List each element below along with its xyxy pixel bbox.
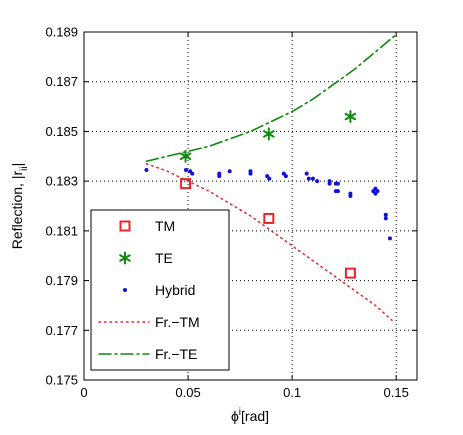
data-point-hybrid bbox=[327, 181, 332, 186]
data-point-tm bbox=[344, 267, 356, 279]
legend-label-fr-tm: Fr.−TM bbox=[155, 314, 200, 330]
data-point-hybrid bbox=[304, 171, 309, 176]
x-tick-label: 0.15 bbox=[384, 385, 409, 400]
y-tick-label: 0.183 bbox=[45, 174, 78, 189]
y-tick-label: 0.185 bbox=[45, 124, 78, 139]
data-point-hybrid bbox=[315, 179, 320, 184]
data-point-hybrid bbox=[348, 191, 353, 196]
x-tick-label: 0.05 bbox=[175, 385, 200, 400]
legend-box bbox=[90, 209, 230, 371]
y-axis-label: Reflection, |rii| bbox=[9, 163, 30, 249]
series-layer bbox=[144, 33, 397, 322]
series-line-fr-te bbox=[145, 33, 397, 163]
data-point-hybrid bbox=[335, 181, 340, 186]
data-point-hybrid bbox=[217, 174, 222, 179]
legend: TM TE Hybrid Fr.−TM Fr.−TE bbox=[90, 209, 230, 371]
data-point-hybrid bbox=[335, 189, 340, 194]
x-tick-label: 0.1 bbox=[283, 385, 301, 400]
series-line-fr-tm bbox=[145, 162, 393, 322]
data-point-hybrid bbox=[375, 189, 380, 194]
legend-label-te: TE bbox=[155, 250, 173, 266]
plot-frame bbox=[83, 31, 418, 381]
axis-ticks: 0 0.05 0.1 0.15 0.175 0.177 0.179 0.181 0.183 0.1… bbox=[45, 25, 417, 400]
data-point-hybrid bbox=[306, 176, 311, 181]
legend-label-tm: TM bbox=[155, 218, 175, 234]
legend-swatch-tm bbox=[119, 220, 131, 232]
data-point-hybrid bbox=[248, 171, 253, 176]
data-point-te bbox=[344, 110, 357, 124]
data-point-hybrid bbox=[227, 169, 232, 174]
legend-label-hybrid: Hybrid bbox=[155, 282, 195, 298]
legend-swatch-hybrid bbox=[123, 288, 127, 292]
data-point-hybrid bbox=[383, 212, 388, 217]
data-point-hybrid bbox=[183, 167, 188, 172]
data-point-hybrid bbox=[387, 236, 392, 241]
data-point-tm bbox=[180, 178, 192, 190]
legend-swatch-te bbox=[119, 251, 131, 265]
data-point-hybrid bbox=[310, 176, 315, 181]
data-point-hybrid bbox=[267, 176, 272, 181]
data-point-hybrid bbox=[144, 167, 149, 172]
y-tick-label: 0.181 bbox=[45, 223, 78, 238]
data-point-te bbox=[263, 127, 275, 141]
y-tick-label: 0.187 bbox=[45, 74, 78, 89]
x-tick-label: 0 bbox=[80, 385, 87, 400]
x-axis-label: ϕi[rad] bbox=[231, 407, 269, 424]
data-point-hybrid bbox=[190, 171, 195, 176]
legend-label-fr-te: Fr.−TE bbox=[155, 346, 197, 362]
y-tick-label: 0.175 bbox=[45, 373, 78, 388]
data-point-hybrid bbox=[283, 174, 288, 179]
data-point-hybrid bbox=[383, 216, 388, 221]
y-tick-label: 0.179 bbox=[45, 273, 78, 288]
y-tick-label: 0.177 bbox=[45, 323, 78, 338]
data-point-tm bbox=[263, 212, 275, 224]
y-tick-label: 0.189 bbox=[45, 25, 78, 40]
